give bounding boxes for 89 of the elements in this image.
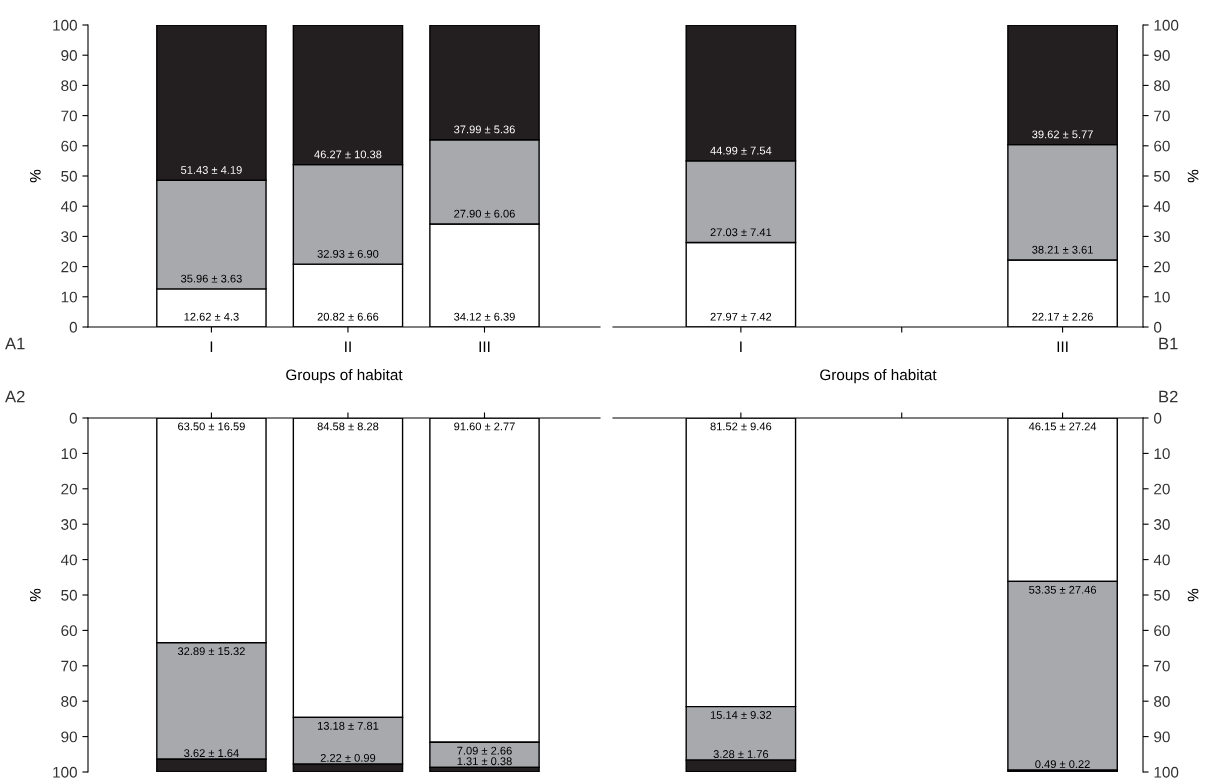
data-label: 2.22 ± 0.99 bbox=[320, 754, 376, 762]
y-tick-label: 10 bbox=[61, 448, 77, 460]
y-axis-title: % bbox=[1187, 588, 1199, 602]
text: A2 bbox=[5, 390, 25, 403]
y-tick-label: 50 bbox=[1154, 589, 1170, 601]
y-tick-label: 10 bbox=[1154, 448, 1170, 460]
y-tick-label: 20 bbox=[1154, 483, 1170, 495]
y-tick-label: 30 bbox=[1154, 231, 1170, 243]
data-label: 37.99 ± 5.36 bbox=[454, 125, 515, 134]
y-tick-label: 10 bbox=[1154, 291, 1170, 303]
data-label: 46.27 ± 10.38 bbox=[314, 150, 382, 159]
y-tick-label: 70 bbox=[1154, 660, 1170, 672]
y-axis-title: % bbox=[1187, 169, 1199, 183]
data-label: 81.52 ± 9.46 bbox=[710, 422, 772, 431]
data-label: 32.89 ± 15.32 bbox=[177, 647, 245, 656]
y-tick-label: 50 bbox=[1154, 170, 1170, 182]
y-tick-label: 40 bbox=[60, 554, 77, 566]
data-label: 1.31 ± 0.38 bbox=[457, 757, 512, 766]
y-tick-label: 80 bbox=[1154, 80, 1170, 92]
text: B2 bbox=[1159, 390, 1178, 403]
data-label: 63.50 ± 16.59 bbox=[178, 422, 245, 431]
y-tick-label: 30 bbox=[1154, 519, 1170, 530]
x-tick-label: III bbox=[479, 341, 490, 352]
data-label: 35.96 ± 3.63 bbox=[181, 274, 242, 283]
data-label: 34.12 ± 6.39 bbox=[454, 312, 515, 321]
y-tick-label: 20 bbox=[61, 483, 77, 495]
y-tick-label: 60 bbox=[1154, 140, 1170, 152]
y-tick-label: 100 bbox=[53, 19, 77, 31]
y-tick-label: 80 bbox=[61, 80, 77, 92]
y-tick-label: 0 bbox=[1154, 412, 1162, 424]
y-tick-label: 70 bbox=[61, 110, 77, 122]
data-label: 13.18 ± 7.81 bbox=[317, 721, 379, 730]
data-label: 32.93 ± 6.90 bbox=[317, 249, 379, 258]
y-tick-label: 100 bbox=[53, 766, 77, 778]
y-tick-label: 70 bbox=[1154, 110, 1170, 122]
y-tick-label: 100 bbox=[1154, 19, 1179, 31]
y-tick-label: 90 bbox=[61, 50, 77, 61]
data-label: 27.03 ± 7.41 bbox=[710, 228, 772, 237]
y-tick-label: 90 bbox=[61, 731, 77, 743]
data-label: 91.60 ± 2.77 bbox=[454, 422, 515, 431]
y-tick-label: 90 bbox=[1154, 50, 1170, 61]
y-tick-label: 40 bbox=[1153, 201, 1170, 212]
data-label: 51.43 ± 4.19 bbox=[181, 166, 242, 174]
data-label: 12.62 ± 4.3 bbox=[184, 312, 239, 321]
text: A1 bbox=[5, 337, 25, 350]
y-tick-label: 70 bbox=[61, 660, 77, 672]
data-label: 27.90 ± 6.06 bbox=[454, 209, 515, 218]
data-label: 53.35 ± 27.46 bbox=[1029, 585, 1097, 594]
text: B1 bbox=[1159, 337, 1178, 350]
y-tick-label: 40 bbox=[60, 201, 77, 212]
y-tick-label: 50 bbox=[61, 170, 77, 182]
y-tick-label: 30 bbox=[61, 231, 77, 243]
y-tick-label: 100 bbox=[1154, 766, 1179, 778]
y-tick-label: 20 bbox=[1154, 261, 1170, 273]
y-tick-label: 40 bbox=[1153, 554, 1170, 566]
data-label: 20.82 ± 6.66 bbox=[317, 312, 379, 321]
y-tick-label: 90 bbox=[1154, 731, 1170, 743]
y-tick-label: 60 bbox=[61, 625, 77, 637]
y-tick-label: 20 bbox=[61, 261, 77, 273]
data-label: 84.58 ± 8.28 bbox=[317, 422, 379, 431]
data-label: 44.99 ± 7.54 bbox=[710, 146, 772, 155]
y-tick-label: 0 bbox=[1154, 321, 1162, 333]
data-label: 0.49 ± 0.22 bbox=[1035, 760, 1090, 769]
data-label: 3.28 ± 1.76 bbox=[713, 750, 769, 758]
data-label: 15.14 ± 9.32 bbox=[710, 711, 772, 719]
y-tick-label: 60 bbox=[61, 140, 77, 152]
data-label: 46.15 ± 27.24 bbox=[1028, 422, 1097, 431]
y-tick-label: 30 bbox=[61, 519, 77, 530]
x-tick-label: I bbox=[210, 341, 213, 352]
y-tick-label: 50 bbox=[61, 589, 77, 601]
data-label: 7.09 ± 2.66 bbox=[457, 746, 512, 755]
y-tick-label: 60 bbox=[1154, 625, 1170, 637]
y-axis-title: % bbox=[29, 588, 41, 602]
data-label: 39.62 ± 5.77 bbox=[1032, 130, 1093, 139]
x-tick-label: II bbox=[345, 341, 351, 352]
data-label: 22.17 ± 2.26 bbox=[1032, 312, 1093, 321]
y-tick-label: 80 bbox=[1154, 696, 1170, 707]
data-label: 27.97 ± 7.42 bbox=[710, 312, 772, 321]
y-tick-label: 0 bbox=[69, 412, 77, 424]
data-label: 3.62 ± 1.64 bbox=[184, 749, 239, 758]
x-tick-label: I bbox=[740, 341, 742, 352]
y-axis-title: % bbox=[29, 169, 41, 183]
y-tick-label: 0 bbox=[69, 321, 77, 333]
y-tick-label: 80 bbox=[61, 696, 77, 707]
x-tick-label: III bbox=[1057, 341, 1068, 352]
data-label: 38.21 ± 3.61 bbox=[1032, 245, 1093, 254]
x-axis-title: Groups of habitat bbox=[820, 369, 937, 384]
y-tick-label: 10 bbox=[61, 291, 77, 303]
x-axis-title: Groups of habitat bbox=[286, 369, 403, 384]
